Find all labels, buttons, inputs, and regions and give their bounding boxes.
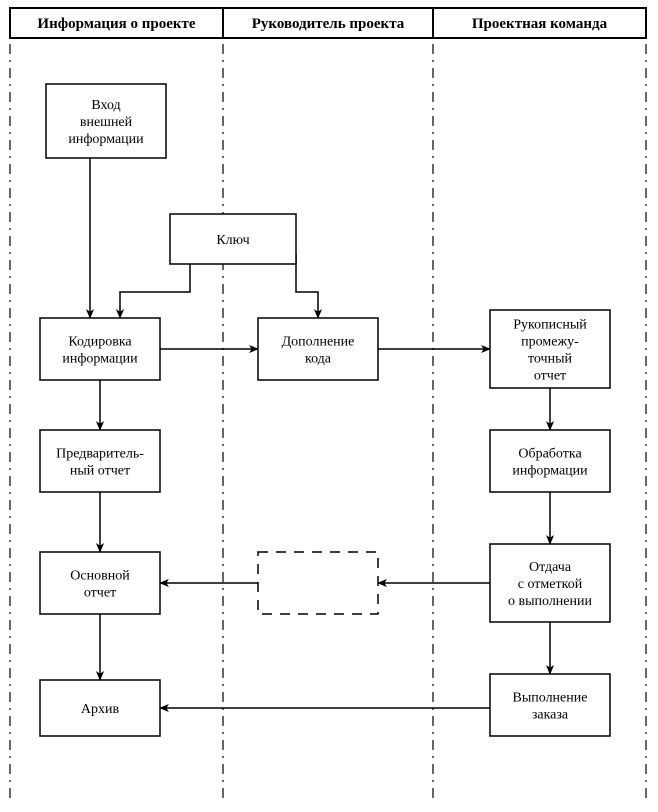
flow-node: Отдача с отметкой о выполнении — [490, 544, 610, 622]
flow-node-label: внешней — [80, 115, 133, 130]
column-header: Руководитель проекта — [252, 16, 405, 32]
flow-node: Выполнение заказа — [490, 674, 610, 736]
flow-node: Ключ — [170, 214, 296, 264]
flow-node: Кодировка информации — [40, 318, 160, 380]
flow-node-label: промежу- — [521, 335, 579, 350]
flow-node-label: ный отчет — [70, 464, 130, 479]
flow-node: Предваритель-ный отчет — [40, 430, 160, 492]
flow-edge — [296, 254, 318, 318]
flowchart-diagram: Информация о проекте Руководитель проекта… — [0, 0, 658, 812]
flow-edge — [120, 264, 190, 318]
flow-node-label: Ключ — [216, 233, 249, 248]
flow-node-label: Обработка — [518, 447, 582, 462]
flow-node-label: информации — [512, 464, 588, 479]
flow-node — [258, 552, 378, 614]
flow-node: Обработка информации — [490, 430, 610, 492]
flow-node-label: информации — [68, 132, 144, 147]
flow-node: Вход внешней информации — [46, 84, 166, 158]
flow-node-label: Кодировка — [68, 335, 132, 350]
flow-node-label: с отметкой — [518, 577, 583, 592]
flow-node-label: Рукописный — [513, 318, 587, 333]
flow-node-label: отчет — [84, 586, 116, 601]
flow-node-label: информации — [62, 352, 138, 367]
flow-node: Основной отчет — [40, 552, 160, 614]
flow-node-label: отчет — [534, 369, 566, 384]
flow-node-label: Дополнение — [282, 335, 355, 350]
flow-node-label: кода — [305, 352, 332, 367]
column-header: Информация о проекте — [37, 16, 195, 32]
flow-node: Дополнение кода — [258, 318, 378, 380]
flow-node-label: заказа — [532, 708, 569, 723]
flow-node-label: Вход — [91, 98, 120, 113]
flowchart-svg: Информация о проекте Руководитель проекта… — [0, 0, 658, 812]
flow-node: Рукописный промежу-точный отчет — [490, 310, 610, 388]
flow-node-label: Предваритель- — [56, 447, 144, 462]
flow-node-label: Выполнение — [513, 691, 588, 706]
flow-node-label: Основной — [70, 569, 130, 584]
flow-node-label: Архив — [81, 702, 120, 717]
flow-node-label: о выполнении — [508, 594, 593, 609]
flow-node-label: Отдача — [529, 560, 572, 575]
column-header: Проектная команда — [472, 16, 608, 32]
flow-node-label: точный — [528, 352, 573, 367]
flow-node: Архив — [40, 680, 160, 736]
